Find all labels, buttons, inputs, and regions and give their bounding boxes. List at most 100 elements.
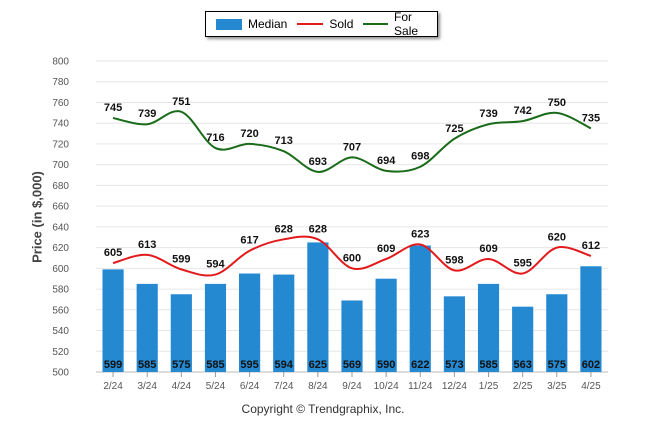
for-sale-value-label: 693 <box>309 156 327 168</box>
y-tick-label: 520 <box>52 347 69 358</box>
sold-value-label: 609 <box>377 243 395 255</box>
median-bar <box>341 300 363 372</box>
sold-value-label: 595 <box>513 258 531 270</box>
for-sale-value-label: 694 <box>377 155 396 167</box>
x-tick-label: 5/24 <box>206 381 226 392</box>
legend-label-for-sale: For Sale <box>394 10 419 38</box>
sold-value-label: 612 <box>582 240 600 252</box>
for-sale-value-label: 750 <box>548 97 566 109</box>
legend-label-sold: Sold <box>329 17 354 31</box>
for-sale-value-label: 713 <box>275 135 293 147</box>
median-value-label: 585 <box>138 359 156 371</box>
median-bar <box>204 283 227 372</box>
sold-value-label: 628 <box>275 223 293 235</box>
x-tick-label: 9/24 <box>342 381 362 392</box>
median-bar <box>512 306 534 372</box>
for-sale-value-label: 720 <box>240 128 258 140</box>
y-tick-label: 620 <box>52 243 69 254</box>
median-bar <box>136 283 158 372</box>
median-bar <box>375 278 397 372</box>
for-sale-value-label: 725 <box>445 123 463 135</box>
copyright: Copyright © Trendgraphix, Inc. <box>241 402 405 416</box>
median-value-label: 573 <box>445 359 463 371</box>
legend-swatch-sold <box>297 23 324 25</box>
sold-value-label: 598 <box>445 254 463 266</box>
y-tick-label: 740 <box>52 119 69 130</box>
sold-value-label: 599 <box>172 253 190 265</box>
x-tick-label: 3/24 <box>137 381 157 392</box>
y-tick-label: 580 <box>52 285 69 296</box>
x-tick-label: 6/24 <box>240 381 260 392</box>
y-tick-label: 560 <box>52 305 69 316</box>
median-value-label: 622 <box>411 359 429 371</box>
y-tick-label: 780 <box>52 77 69 88</box>
sold-value-label: 600 <box>343 252 361 264</box>
sold-value-label: 620 <box>548 232 566 244</box>
sold-value-label: 594 <box>206 259 225 271</box>
x-tick-label: 2/25 <box>513 381 533 392</box>
data-labels: 599 585 575 585 595 594 625 569 590 622 573 585 563 5… <box>104 96 600 371</box>
median-value-label: 590 <box>377 359 395 371</box>
legend-item-for-sale[interactable]: For Sale <box>363 10 437 38</box>
y-tick-label: 540 <box>52 326 69 337</box>
x-tick-label: 4/25 <box>581 381 601 392</box>
median-bars <box>102 242 602 372</box>
y-tick-label: 800 <box>52 57 69 68</box>
y-tick-label: 680 <box>52 181 69 192</box>
y-tick-label: 660 <box>52 202 69 213</box>
for-sale-value-label: 698 <box>411 151 429 163</box>
sold-value-label: 623 <box>411 228 429 240</box>
legend-item-sold[interactable]: Sold <box>297 17 353 31</box>
median-value-label: 595 <box>240 359 258 371</box>
median-value-label: 575 <box>172 359 190 371</box>
for-sale-value-label: 739 <box>479 108 497 120</box>
y-tick-label: 720 <box>52 139 69 150</box>
x-tick-label: 11/24 <box>408 381 433 392</box>
x-axis-ticks: 2/24 3/24 4/24 5/24 6/24 7/24 8/24 9/24 10/24 11/… <box>103 372 601 392</box>
sold-value-label: 605 <box>104 247 122 259</box>
for-sale-value-label: 745 <box>104 102 122 114</box>
series-lines <box>112 110 592 277</box>
for-sale-value-label: 716 <box>206 132 224 144</box>
sold-line <box>112 235 592 277</box>
for-sale-value-label: 742 <box>513 105 531 117</box>
x-tick-label: 4/24 <box>172 381 192 392</box>
median-value-label: 585 <box>206 359 224 371</box>
median-bar <box>307 242 329 372</box>
median-bar <box>580 266 602 372</box>
median-value-label: 625 <box>309 359 327 371</box>
for-sale-value-label: 739 <box>138 108 156 120</box>
y-tick-label: 640 <box>52 222 69 233</box>
x-tick-label: 2/24 <box>103 381 123 392</box>
sold-value-label: 628 <box>309 223 327 235</box>
median-bar <box>477 283 500 372</box>
x-tick-label: 8/24 <box>308 381 328 392</box>
median-bar <box>102 269 124 372</box>
x-tick-label: 12/24 <box>442 381 467 392</box>
x-tick-label: 10/24 <box>374 381 399 392</box>
y-tick-label: 760 <box>52 98 69 109</box>
x-tick-label: 3/25 <box>547 381 567 392</box>
sold-value-label: 613 <box>138 239 156 251</box>
x-tick-label: 1/25 <box>479 381 499 392</box>
median-bar <box>443 296 465 372</box>
y-tick-label: 700 <box>52 160 69 171</box>
median-value-label: 602 <box>582 359 600 371</box>
y-axis-ticks: 500 520 540 560 580 600 620 640 660 680 700 720 740 7… <box>52 57 69 379</box>
median-value-label: 585 <box>479 359 497 371</box>
median-value-label: 594 <box>275 359 294 371</box>
median-value-label: 599 <box>104 359 122 371</box>
for-sale-value-label: 751 <box>172 96 190 108</box>
median-bar <box>546 294 568 372</box>
legend-label-median: Median <box>248 17 288 31</box>
legend-swatch-for-sale <box>363 23 389 25</box>
x-tick-label: 7/24 <box>274 381 294 392</box>
median-value-label: 575 <box>548 359 566 371</box>
legend: Median Sold For Sale <box>205 10 438 38</box>
legend-item-median[interactable]: Median <box>216 17 287 31</box>
y-tick-label: 500 <box>52 368 69 379</box>
for-sale-line <box>112 110 592 173</box>
sold-value-label: 609 <box>479 243 497 255</box>
median-bar <box>239 273 261 372</box>
